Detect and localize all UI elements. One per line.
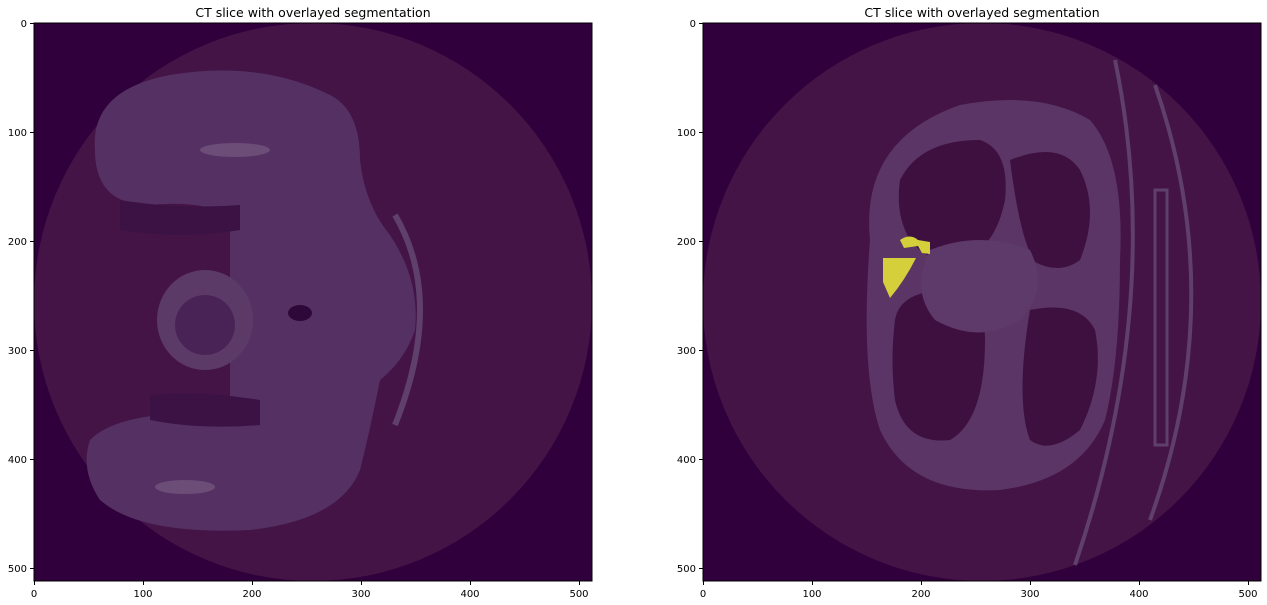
right-x-ticks: 0 100 200 300 400 500 <box>700 581 1258 600</box>
right-x-tick-label: 200 <box>911 589 930 600</box>
left-y-tick-label: 500 <box>8 564 27 575</box>
right-ct-image <box>703 23 1261 581</box>
left-y-tick-label: 0 <box>21 19 27 30</box>
right-axes-frame <box>702 22 1262 582</box>
right-y-tick-label: 0 <box>690 19 696 30</box>
left-x-ticks: 0 100 200 300 400 500 <box>31 581 589 600</box>
left-panel-title: CT slice with overlayed segmentation <box>195 5 431 20</box>
left-axes-frame <box>33 22 593 582</box>
segmentation-region <box>900 236 930 254</box>
right-y-tick-label: 200 <box>677 237 696 248</box>
left-y-tick-label: 100 <box>8 128 27 139</box>
right-y-tick-label: 500 <box>677 564 696 575</box>
right-x-tick-label: 300 <box>1020 589 1039 600</box>
left-x-tick-label: 100 <box>133 589 152 600</box>
right-y-tick-label: 100 <box>677 128 696 139</box>
left-y-tick-label: 400 <box>8 455 27 466</box>
right-y-tick-label: 400 <box>677 455 696 466</box>
left-x-tick-label: 0 <box>31 589 37 600</box>
left-y-tick-label: 300 <box>8 346 27 357</box>
segmentation-region <box>883 258 916 298</box>
left-y-ticks: 0 100 200 300 400 500 <box>8 19 34 575</box>
left-y-tick-label: 200 <box>8 237 27 248</box>
right-x-tick-label: 100 <box>802 589 821 600</box>
left-x-tick-label: 300 <box>351 589 370 600</box>
right-y-ticks: 0 100 200 300 400 500 <box>677 19 703 575</box>
left-x-tick-label: 200 <box>242 589 261 600</box>
left-x-tick-label: 400 <box>460 589 479 600</box>
right-x-tick-label: 500 <box>1238 589 1257 600</box>
right-x-tick-label: 400 <box>1129 589 1148 600</box>
left-x-tick-label: 500 <box>569 589 588 600</box>
right-x-tick-label: 0 <box>700 589 706 600</box>
left-ct-image <box>34 23 592 581</box>
right-y-tick-label: 300 <box>677 346 696 357</box>
right-panel-title: CT slice with overlayed segmentation <box>864 5 1100 20</box>
